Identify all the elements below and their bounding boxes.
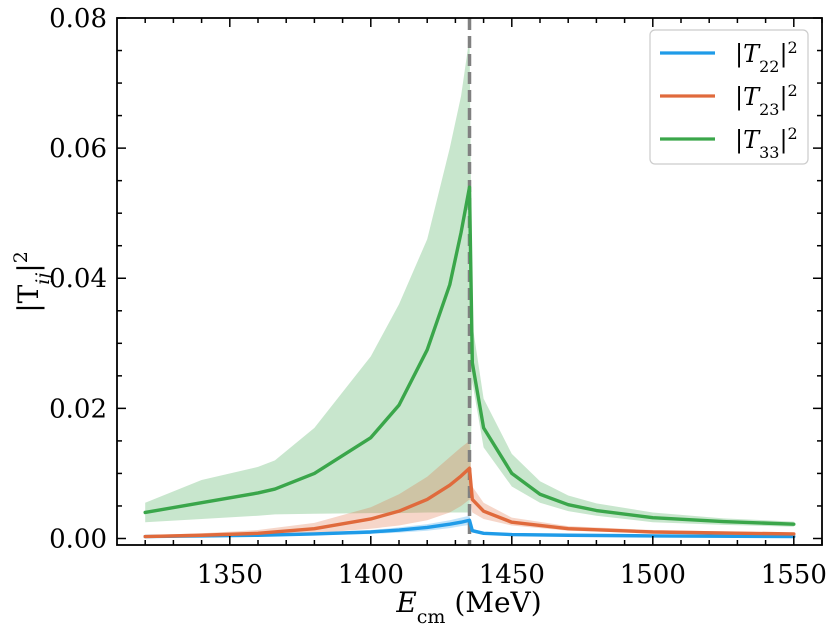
y-tick-label-1: 0.02: [49, 394, 107, 424]
y-tick-label-3: 0.06: [49, 134, 107, 164]
legend: |T22|2 |T23|2 |T33|2: [649, 29, 809, 165]
legend-entry-t33: |T33|2: [660, 124, 798, 162]
legend-entry-t23: |T23|2: [660, 81, 798, 119]
legend-frame: [649, 29, 809, 165]
y-axis-label: |Tij|2: [10, 251, 54, 313]
legend-entry-t22: |T22|2: [660, 38, 798, 76]
y-axis-label-sub: ij: [32, 273, 54, 285]
x-tick-label-0: 1350: [197, 560, 263, 590]
y-axis-label-left: |T: [12, 284, 45, 312]
series-lines: [143, 185, 796, 539]
y-tick-label-4: 0.08: [49, 4, 107, 34]
plot-area: [143, 18, 796, 545]
x-axis-label-sub: cm: [417, 606, 446, 628]
y-tick-label-0: 0.00: [49, 524, 107, 554]
x-tick-label-1: 1400: [338, 560, 404, 590]
x-axis-label-main: E: [395, 586, 416, 619]
x-tick-label-2: 1450: [479, 560, 545, 590]
series-line-t23: [143, 466, 796, 539]
series-line-t22: [143, 518, 796, 539]
y-axis-label-right: |: [12, 263, 45, 272]
x-axis-label-unit: (MeV): [445, 586, 541, 619]
series-line-t33: [143, 185, 796, 526]
legend-label-t23: |T23|2: [735, 81, 798, 119]
y-axis-label-sup: 2: [10, 251, 32, 263]
legend-label-t33: |T33|2: [735, 124, 798, 162]
plot-frame: [116, 17, 823, 546]
x-tick-label-3: 1500: [620, 560, 686, 590]
x-axis-label: Ecm (MeV): [395, 586, 541, 628]
x-tick-label-4: 1550: [761, 560, 827, 590]
legend-label-t22: |T22|2: [735, 38, 798, 76]
y-tick-labels: 0.00 0.02 0.04 0.06 0.08: [49, 4, 107, 554]
x-tick-labels: 1350 1400 1450 1500 1550: [197, 560, 827, 590]
y-tick-label-2: 0.04: [49, 264, 107, 294]
